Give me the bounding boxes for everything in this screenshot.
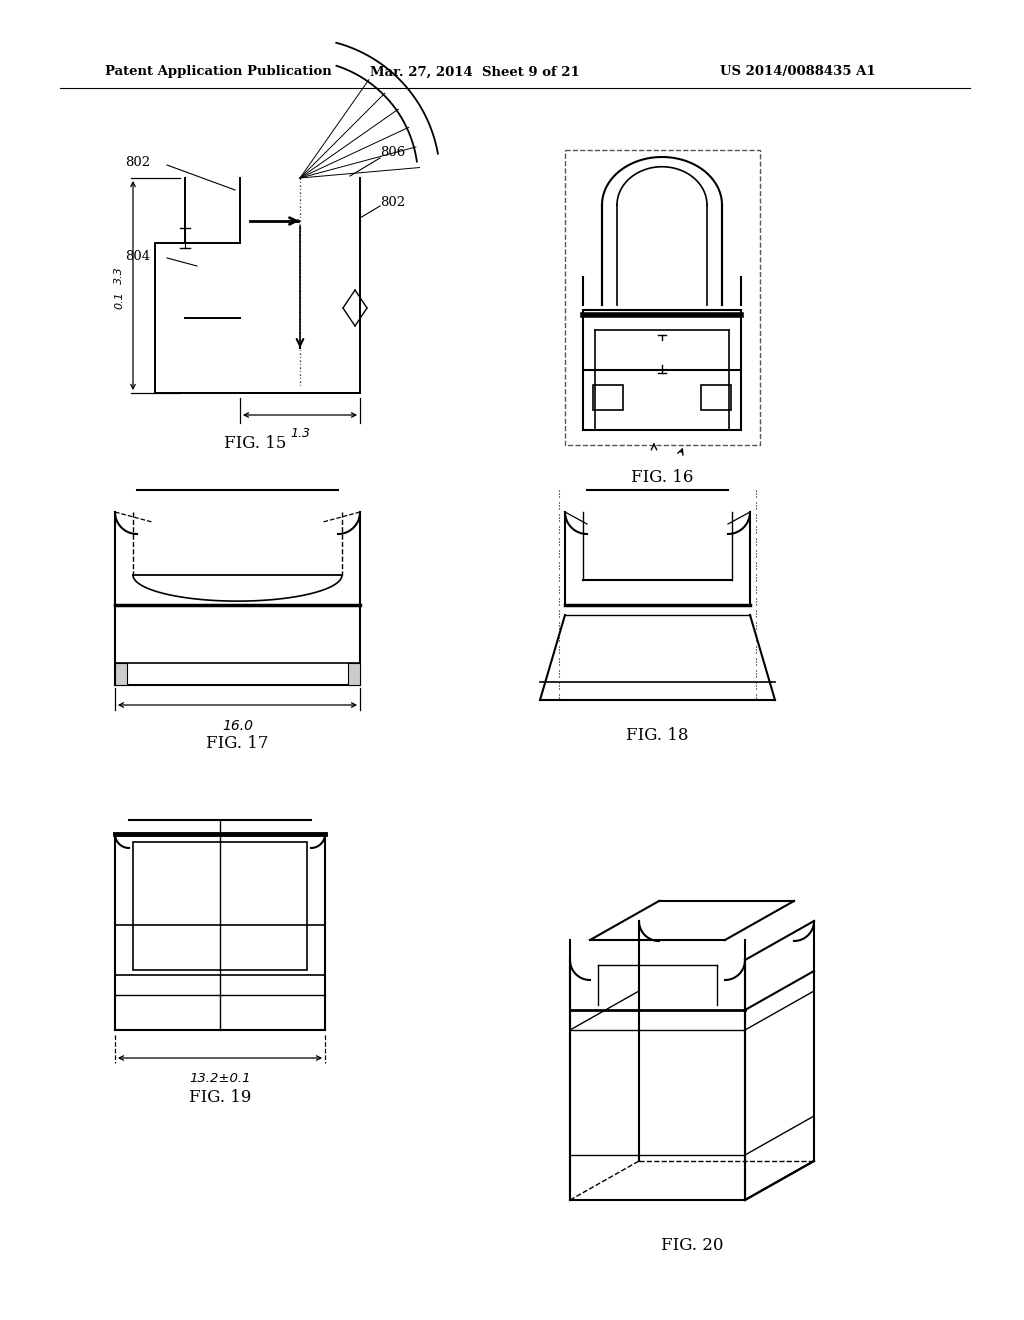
Text: 0.1: 0.1 [114, 292, 124, 309]
Text: FIG. 20: FIG. 20 [660, 1237, 723, 1254]
Text: Patent Application Publication: Patent Application Publication [105, 66, 332, 78]
Text: FIG. 18: FIG. 18 [627, 726, 689, 743]
Text: 804: 804 [125, 249, 150, 263]
Text: 13.2±0.1: 13.2±0.1 [189, 1072, 251, 1085]
Text: 806: 806 [380, 147, 406, 160]
Text: FIG. 19: FIG. 19 [188, 1089, 251, 1106]
Text: 1.3: 1.3 [290, 426, 310, 440]
Bar [115, 663, 127, 685]
Bar [133, 842, 307, 970]
Bar [701, 385, 731, 411]
Bar [583, 310, 741, 430]
Text: FIG. 17: FIG. 17 [206, 734, 268, 751]
Bar [593, 385, 623, 411]
Text: 802: 802 [380, 197, 406, 210]
Text: Mar. 27, 2014  Sheet 9 of 21: Mar. 27, 2014 Sheet 9 of 21 [370, 66, 580, 78]
Bar [348, 663, 360, 685]
Text: FIG. 15: FIG. 15 [224, 434, 286, 451]
Text: 16.0: 16.0 [222, 719, 253, 733]
Text: US 2014/0088435 A1: US 2014/0088435 A1 [720, 66, 876, 78]
Text: 3.3: 3.3 [114, 267, 124, 284]
Text: 802: 802 [125, 157, 150, 169]
Text: FIG. 16: FIG. 16 [631, 469, 693, 486]
Bar [565, 150, 760, 445]
